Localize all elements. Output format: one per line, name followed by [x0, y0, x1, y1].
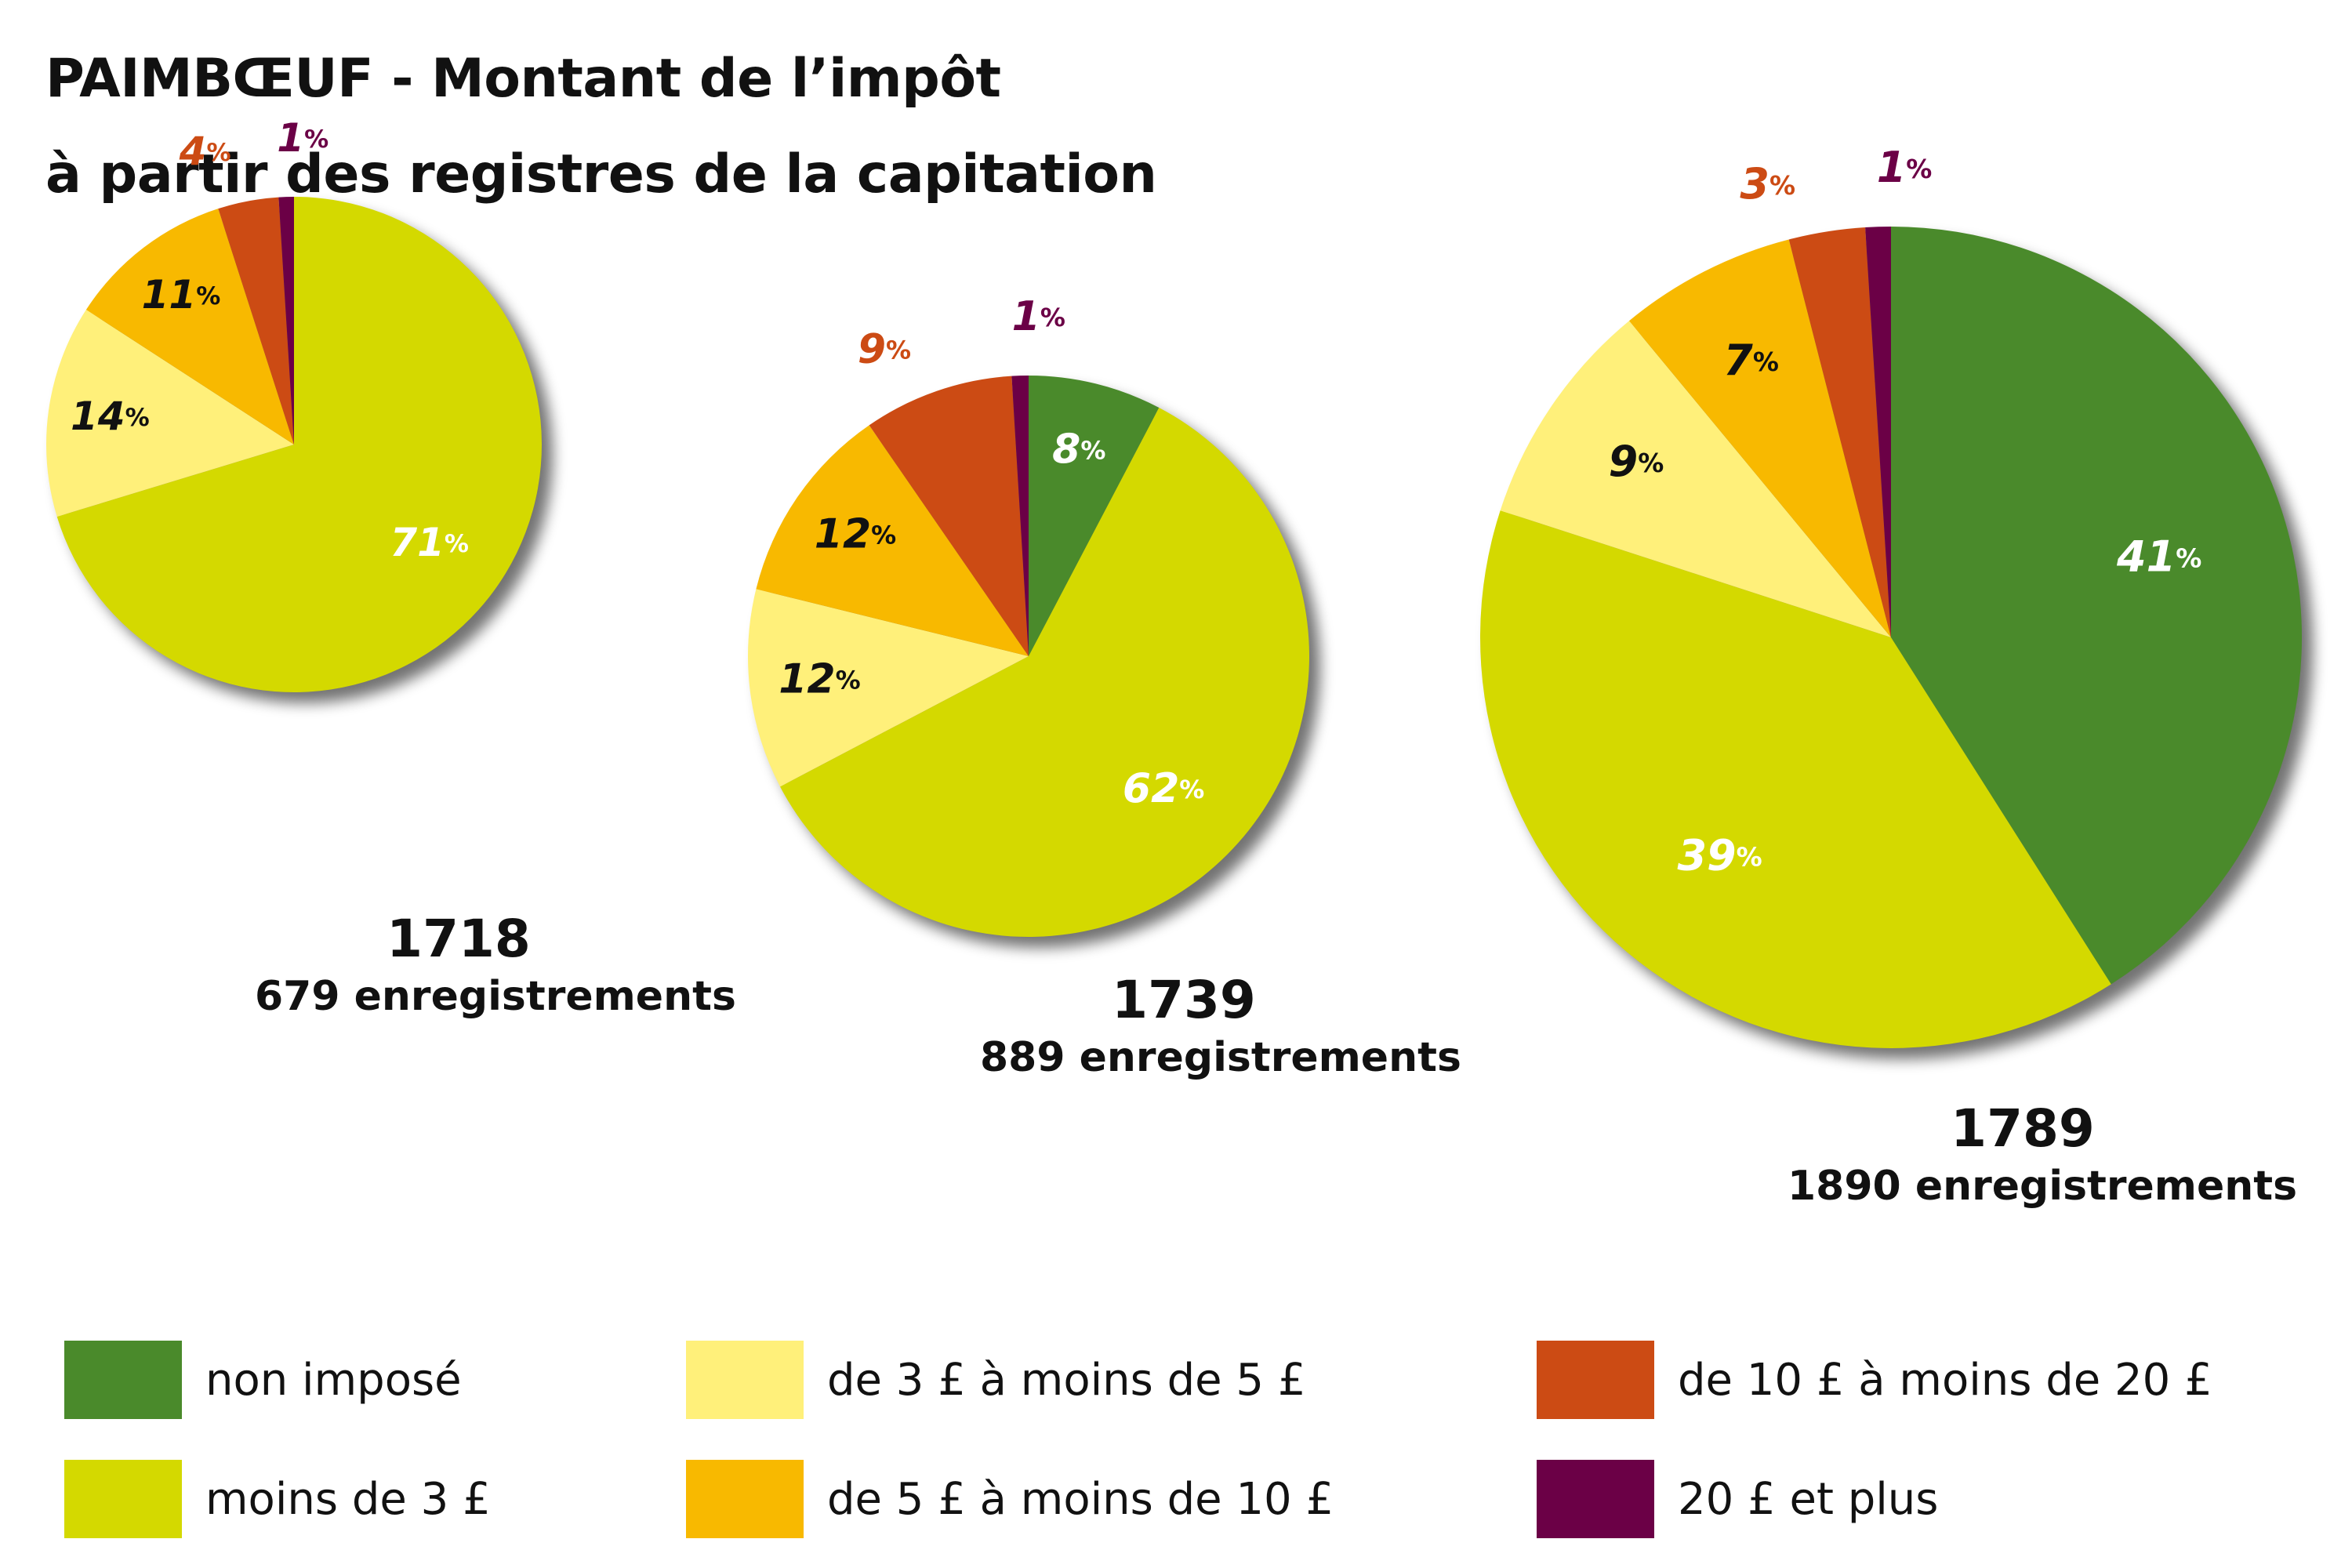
pie-data-label: 3%	[1740, 159, 1795, 209]
pie-data-label: 12%	[779, 655, 860, 702]
records-label: 889 enregistrements	[980, 1034, 1461, 1081]
year-label: 1718	[387, 909, 531, 969]
pie-slice-10_20	[218, 197, 294, 445]
legend-swatch	[64, 1341, 182, 1419]
pie-data-label: 1%	[1012, 293, 1065, 340]
legend-swatch	[686, 1341, 804, 1419]
pie-slice-3_5	[45, 310, 294, 517]
pie-data-label: 8%	[1052, 426, 1105, 473]
pie-slice-3_5	[1500, 321, 1891, 637]
legend-swatch	[64, 1460, 182, 1538]
legend-item-moins-3: moins de 3 £	[64, 1460, 491, 1538]
pie-data-label: 71%	[390, 519, 469, 564]
caption-1789: 1789 1890 enregistrements	[1788, 1098, 2298, 1212]
pie-slice-moins_3	[56, 197, 543, 692]
legend-item-10-20: de 10 £ à moins de 20 £	[1537, 1341, 2212, 1419]
records-label: 1890 enregistrements	[1788, 1163, 2298, 1210]
legend-label: de 10 £ à moins de 20 £	[1678, 1354, 2212, 1406]
pie-charts: 71% 14% 11% 4% 1% 8% 62% 12% 12% 9% 1% 41% 39% 9% 7% 3%…	[45, 115, 2313, 1059]
chart-title: PAIMBŒUF - Montant de l’impôt à partir d…	[45, 31, 1157, 223]
pie-1739: 8% 62% 12% 12% 9% 1%	[748, 293, 1320, 948]
legend-label: de 3 £ à moins de 5 £	[827, 1354, 1306, 1406]
pie-slice-20_plus	[278, 197, 294, 445]
title-line-2: à partir des registres de la capitation	[45, 143, 1157, 205]
legend-item-non-impose: non imposé	[64, 1341, 462, 1419]
pie-1718: 71% 14% 11% 4% 1%	[45, 115, 553, 703]
pie-data-label: 4%	[179, 128, 231, 173]
pie-slice-moins_3	[1480, 510, 2111, 1048]
title-line-1: PAIMBŒUF - Montant de l’impôt	[45, 48, 1001, 110]
legend-label: 20 £ et plus	[1678, 1473, 1939, 1525]
pie-data-label: 1%	[1877, 143, 1933, 192]
pie-1789: 41% 39% 9% 7% 3% 1%	[1480, 143, 2313, 1059]
legend-swatch	[1537, 1341, 1654, 1419]
pie-data-label: 12%	[815, 510, 896, 557]
pie-data-label: 1%	[277, 115, 328, 161]
legend-swatch	[1537, 1460, 1654, 1538]
pie-slice-non_impose	[1891, 227, 2302, 985]
legend-item-20-plus: 20 £ et plus	[1537, 1460, 1938, 1538]
pie-data-label: 9%	[858, 325, 911, 372]
pie-slice-5_10	[85, 209, 294, 445]
legend-item-5-10: de 5 £ à moins de 10 £	[686, 1460, 1334, 1538]
pie-slice-10_20	[1788, 227, 1891, 637]
pie-slice-20_plus	[1865, 227, 1891, 637]
pie-data-label: 11%	[142, 271, 221, 317]
caption-1739: 1739 889 enregistrements	[980, 969, 1461, 1083]
pie-data-label: 7%	[1723, 335, 1779, 384]
pie-slice-non_impose	[1029, 376, 1160, 656]
pie-data-label: 39%	[1677, 830, 1762, 880]
legend-swatch	[686, 1460, 804, 1538]
pie-data-label: 14%	[71, 393, 150, 438]
caption-1718: 1718 679 enregistrements	[255, 908, 736, 1022]
pie-slice-5_10	[1628, 239, 1891, 637]
year-label: 1789	[1951, 1098, 2095, 1159]
pie-slice-5_10	[756, 425, 1029, 656]
pie-data-label: 41%	[2116, 532, 2201, 581]
legend-item-3-5: de 3 £ à moins de 5 £	[686, 1341, 1305, 1419]
legend-label: moins de 3 £	[205, 1473, 491, 1525]
legend-label: non imposé	[205, 1354, 462, 1406]
pie-slice-moins_3	[780, 408, 1309, 937]
pie-slice-3_5	[748, 589, 1029, 787]
legend-label: de 5 £ à moins de 10 £	[827, 1473, 1334, 1525]
pie-slice-20_plus	[1011, 376, 1029, 656]
year-label: 1739	[1112, 970, 1256, 1030]
records-label: 679 enregistrements	[255, 973, 736, 1020]
pie-slice-10_20	[869, 376, 1029, 656]
pie-data-label: 62%	[1123, 765, 1204, 812]
pie-data-label: 9%	[1609, 437, 1664, 486]
